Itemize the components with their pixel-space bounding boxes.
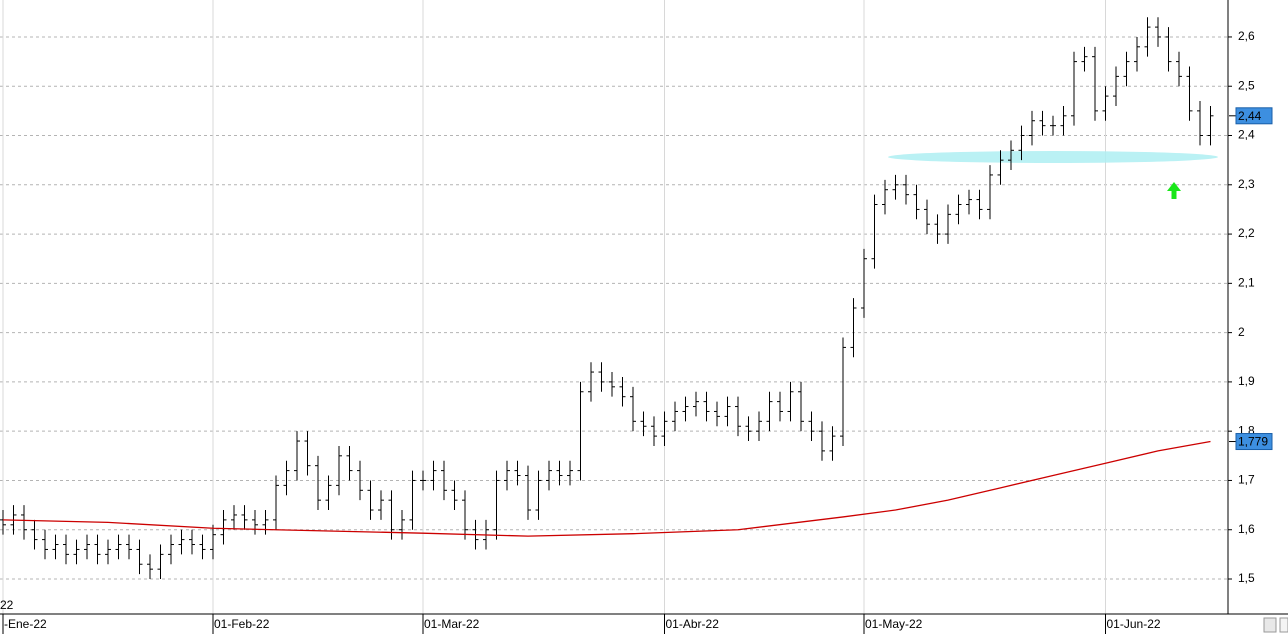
x-tick-label: 01-Feb-22	[214, 617, 270, 631]
grid	[0, 0, 1228, 614]
moving-average	[2, 440, 1211, 537]
annotation: 22	[0, 598, 14, 612]
y-tick-label: 1,6	[1238, 522, 1255, 536]
y-tick-label: 2,3	[1238, 177, 1255, 191]
x-tick-label: 01-Mar-22	[424, 617, 480, 631]
y-tick-label: 1,5	[1238, 571, 1255, 585]
y-tick-label: 2,2	[1238, 226, 1255, 240]
y-tick-label: 2	[1238, 325, 1245, 339]
price-tag-label: 2,44	[1238, 109, 1262, 123]
x-tick-label: 01-Abr-22	[666, 617, 720, 631]
marks	[0, 17, 1214, 580]
y-tick-label: 2,5	[1238, 78, 1255, 92]
y-tick-label: 1,7	[1238, 473, 1255, 487]
price-tag-label: 1,779	[1238, 435, 1268, 449]
up-arrow	[1167, 182, 1181, 199]
x-tick-label: 01-May-22	[865, 617, 923, 631]
toolbar-icon[interactable]	[1263, 617, 1277, 633]
x-tick-label: -Ene-22	[4, 617, 47, 631]
y-tick-label: 2,1	[1238, 276, 1255, 290]
price-tag	[1235, 433, 1273, 451]
toolbar-icon[interactable]	[1279, 617, 1288, 633]
x-tick-label: 01-Jun-22	[1107, 617, 1161, 631]
y-tick-label: 1,9	[1238, 374, 1255, 388]
y-tick-label: 2,4	[1238, 128, 1255, 142]
y-tick-label: 2,6	[1238, 29, 1255, 43]
support-zone	[888, 151, 1218, 163]
price-tag	[1235, 107, 1273, 125]
